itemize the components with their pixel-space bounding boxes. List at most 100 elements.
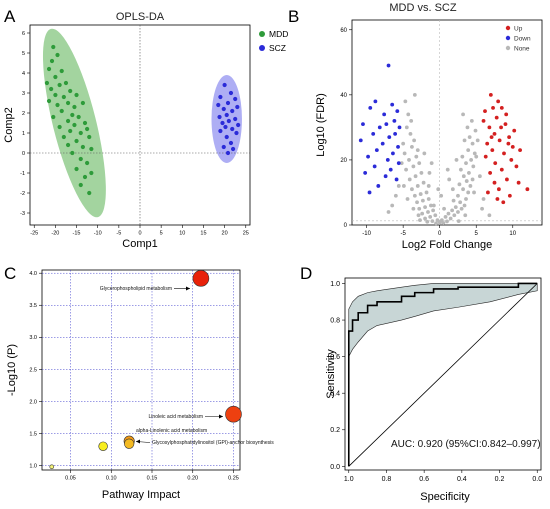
point-none bbox=[423, 216, 427, 221]
point-none bbox=[470, 141, 475, 146]
point-none bbox=[418, 192, 423, 196]
point-none bbox=[459, 206, 464, 211]
point-none bbox=[427, 171, 432, 175]
point-up bbox=[504, 112, 509, 117]
panel-b-title: MDD vs. SCZ bbox=[389, 2, 457, 14]
point-mdd bbox=[74, 166, 79, 172]
y-tick-label: 0.4 bbox=[330, 391, 340, 398]
x-tick-label: 0.2 bbox=[495, 476, 505, 483]
y-tick-label: 2 bbox=[22, 111, 25, 117]
point-mdd bbox=[82, 120, 88, 126]
point-up bbox=[487, 125, 492, 130]
y-tick-label: 3 bbox=[22, 91, 25, 97]
point-none bbox=[420, 211, 425, 216]
point-scz bbox=[233, 96, 238, 102]
point-mdd bbox=[53, 92, 58, 98]
point-none bbox=[426, 210, 430, 214]
panel-d-y-label: Sensitivity bbox=[325, 349, 337, 399]
point-mdd bbox=[59, 68, 64, 74]
point-scz bbox=[223, 124, 228, 130]
point-mdd bbox=[46, 98, 52, 104]
point-none bbox=[471, 164, 476, 169]
point-down bbox=[395, 109, 400, 114]
confidence-ellipse-scz bbox=[211, 75, 242, 163]
point-mdd bbox=[55, 102, 60, 108]
legend-label-mdd: MDD bbox=[269, 29, 288, 39]
point-mdd bbox=[49, 86, 54, 92]
point-mdd bbox=[80, 100, 85, 106]
panel-letter-b: B bbox=[288, 7, 299, 26]
panel-d-roc: 1.0 0.8 0.6 0.4 0.2 0.0 0.0 0.2 0.4 0.6 0.8 1.0 AU… bbox=[325, 277, 542, 503]
point-down bbox=[386, 63, 391, 68]
x-tick-label: 0.15 bbox=[147, 476, 158, 482]
panel-a-y-axis: -3 -2 -1 0 1 2 3 4 5 6 bbox=[20, 31, 30, 217]
point-none bbox=[487, 213, 492, 218]
point-mdd bbox=[72, 104, 77, 110]
panel-a-zero-lines bbox=[30, 25, 250, 225]
point-down bbox=[387, 135, 392, 140]
point-up bbox=[492, 131, 497, 136]
point-mdd bbox=[68, 88, 73, 94]
x-tick-label: 0.0 bbox=[532, 476, 542, 483]
point-down bbox=[363, 171, 368, 175]
y-tick-label: 0 bbox=[22, 151, 25, 157]
point-none bbox=[421, 180, 426, 185]
point-down bbox=[392, 118, 397, 123]
point-none bbox=[407, 158, 411, 162]
point-none bbox=[403, 99, 408, 104]
point-none bbox=[450, 187, 455, 192]
point-scz bbox=[233, 116, 238, 122]
x-tick-label: 0.25 bbox=[228, 476, 239, 482]
x-tick-label: -20 bbox=[51, 231, 59, 237]
panel-d-x-label: Specificity bbox=[420, 491, 470, 503]
y-tick-label: 1 bbox=[22, 131, 25, 137]
pathway-point bbox=[225, 405, 242, 423]
x-tick-label: 0.4 bbox=[457, 476, 467, 483]
panel-c-x-axis: 0.05 0.10 0.15 0.20 0.25 bbox=[65, 470, 239, 482]
point-none bbox=[408, 131, 413, 136]
legend-label-down: Down bbox=[514, 36, 531, 43]
point-none bbox=[461, 187, 465, 192]
point-none bbox=[386, 210, 391, 214]
y-tick-label: -2 bbox=[20, 191, 25, 197]
point-none bbox=[420, 198, 425, 203]
pathway-arrowhead bbox=[186, 286, 190, 291]
point-none bbox=[401, 141, 406, 146]
x-tick-label: 5 bbox=[160, 231, 163, 237]
point-none bbox=[461, 174, 466, 179]
point-none bbox=[469, 158, 474, 162]
pathway-label: Glycerophospholipid metabolism bbox=[100, 286, 172, 292]
y-tick-label: 0.2 bbox=[330, 427, 340, 434]
point-none bbox=[452, 213, 457, 218]
point-up bbox=[488, 171, 493, 175]
point-up bbox=[499, 105, 504, 110]
point-down bbox=[376, 184, 381, 188]
panel-d-plot-frame bbox=[344, 277, 542, 471]
panel-a-y-label: Comp2 bbox=[3, 107, 15, 142]
point-down bbox=[366, 154, 370, 159]
panel-c-pathway: Glycerophospholipid metabolism Linoleic a… bbox=[6, 269, 274, 501]
point-none bbox=[457, 182, 462, 187]
point-mdd bbox=[78, 130, 83, 136]
point-none bbox=[404, 167, 408, 172]
panel-b-x-label: Log2 Fold Change bbox=[402, 239, 493, 251]
point-scz bbox=[221, 106, 226, 112]
point-mdd bbox=[63, 80, 69, 86]
point-up bbox=[483, 154, 488, 159]
point-none bbox=[407, 177, 412, 182]
point-scz bbox=[226, 118, 231, 124]
point-up bbox=[490, 148, 495, 153]
x-tick-label: 0.10 bbox=[106, 476, 117, 482]
point-up bbox=[514, 164, 519, 169]
point-down bbox=[368, 105, 373, 110]
point-scz bbox=[235, 104, 240, 110]
point-scz bbox=[224, 112, 229, 118]
point-scz bbox=[220, 120, 225, 126]
point-up bbox=[510, 145, 515, 149]
point-mdd bbox=[65, 100, 71, 106]
x-tick-label: 0.8 bbox=[382, 476, 392, 483]
point-none bbox=[443, 214, 448, 219]
point-none bbox=[412, 193, 417, 198]
panel-c-points: Glycerophospholipid metabolism Linoleic a… bbox=[49, 270, 274, 470]
point-scz bbox=[221, 144, 226, 150]
